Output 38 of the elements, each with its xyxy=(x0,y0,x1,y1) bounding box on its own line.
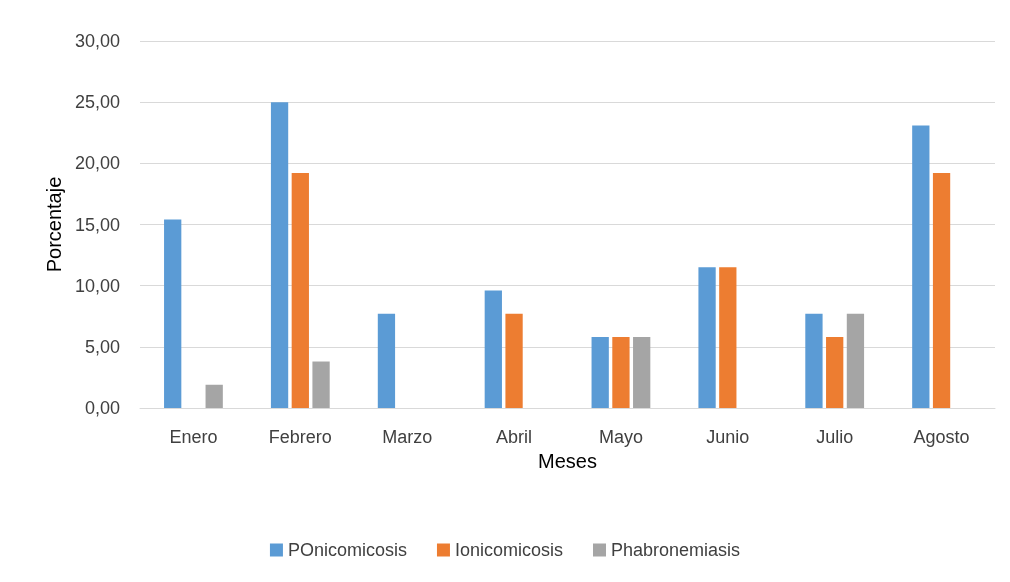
bar xyxy=(505,313,523,408)
legend-label: POnicomicosis xyxy=(287,540,407,560)
y-tick-label: 15,00 xyxy=(74,214,120,235)
x-tick-label: Febrero xyxy=(268,427,332,447)
bar xyxy=(312,361,330,408)
y-tick-label: 30,00 xyxy=(74,31,120,51)
bar xyxy=(633,337,651,408)
legend-label: Phabronemiasis xyxy=(611,540,741,560)
x-tick-label: Enero xyxy=(169,427,218,447)
x-tick-label: Abril xyxy=(496,427,533,447)
x-tick-label: Mayo xyxy=(598,427,643,447)
bar xyxy=(591,337,609,408)
bar xyxy=(846,313,865,408)
bar xyxy=(270,102,289,408)
bar xyxy=(932,173,951,408)
bar xyxy=(912,125,930,408)
y-tick-label: 20,00 xyxy=(74,153,120,174)
y-tick-label: 25,00 xyxy=(74,92,120,113)
x-axis-title: Meses xyxy=(538,449,597,472)
x-tick-label: Julio xyxy=(816,427,854,447)
y-tick-label: 0,00 xyxy=(84,398,120,418)
bar xyxy=(805,313,823,408)
y-tick-label: 10,00 xyxy=(74,275,120,296)
bar xyxy=(205,384,223,408)
bar xyxy=(484,290,502,408)
x-tick-label: Marzo xyxy=(382,427,433,447)
bar xyxy=(291,173,309,408)
y-axis-title: Porcentaje xyxy=(43,176,66,273)
x-tick-label: Junio xyxy=(706,427,750,447)
bar xyxy=(698,267,716,408)
bar xyxy=(164,219,182,408)
bar xyxy=(612,337,630,408)
legend-label: Ionicomicosis xyxy=(454,540,564,560)
bar xyxy=(719,267,737,408)
y-tick-label: 5,00 xyxy=(84,336,120,357)
x-tick-label: Agosto xyxy=(913,427,970,447)
bar xyxy=(826,337,844,408)
bar xyxy=(377,313,396,408)
